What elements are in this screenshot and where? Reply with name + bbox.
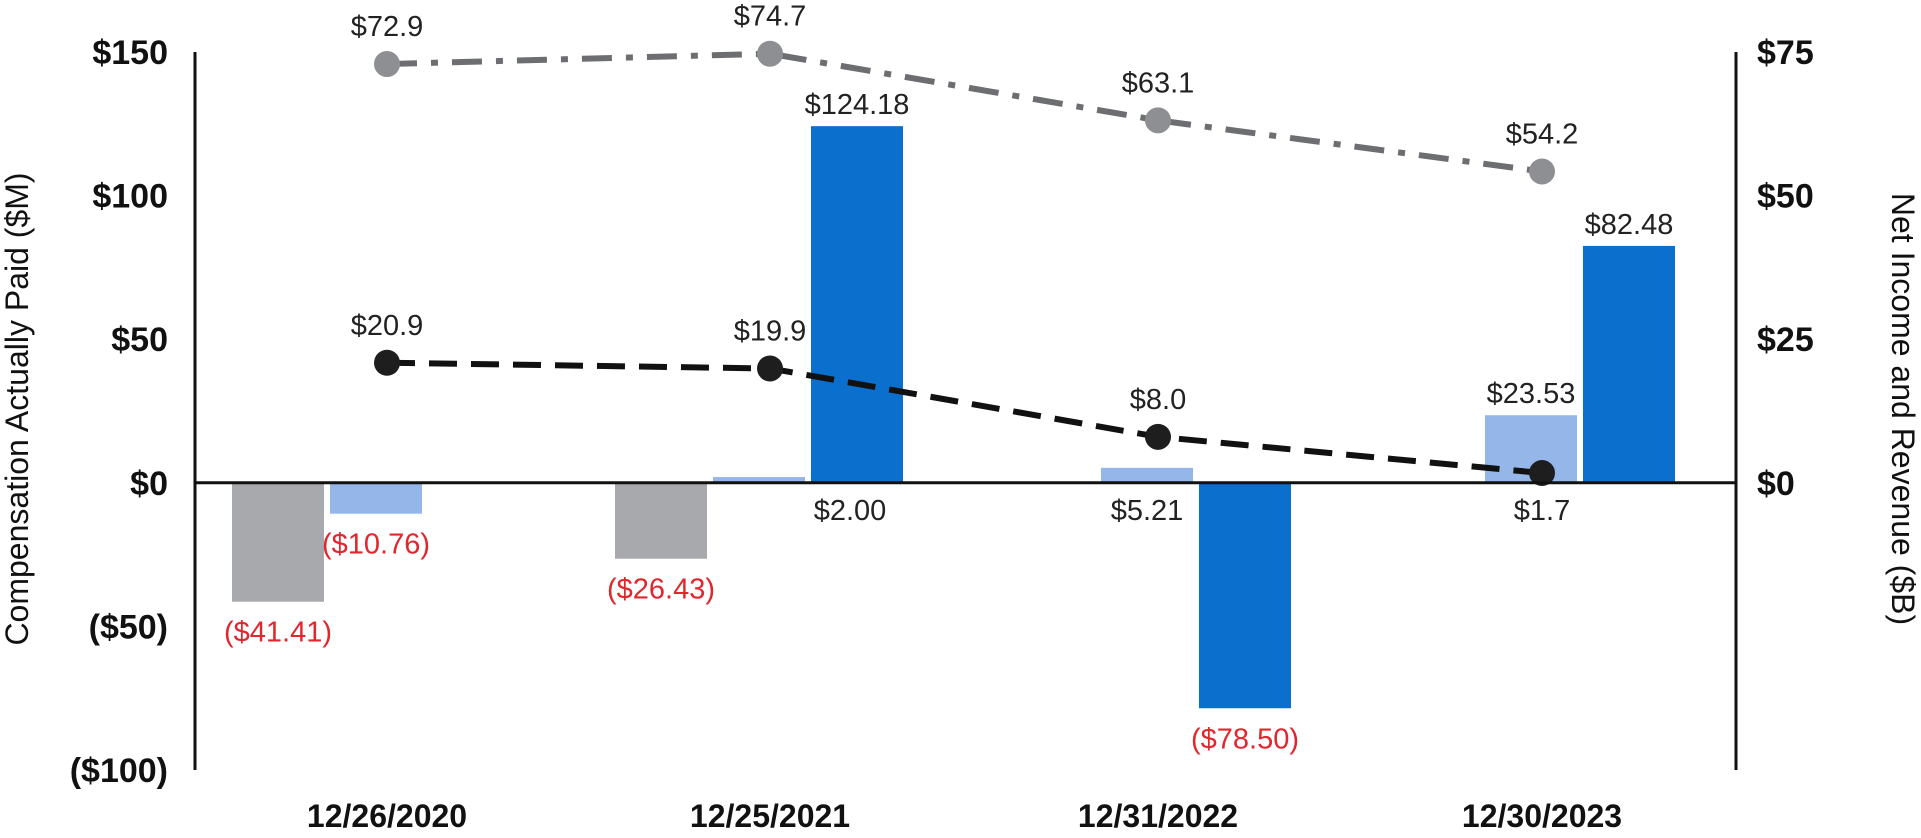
line-2-point-1 bbox=[757, 355, 783, 382]
axes-layer: $150 $100 $50 $0 ($50) ($100) $75 $50 $25 $0 12/26… bbox=[70, 34, 1814, 834]
bar-s3-3 bbox=[1583, 245, 1675, 483]
bar-label-s3-2: ($78.50) bbox=[1191, 723, 1299, 755]
line-1-point-3 bbox=[1529, 158, 1555, 185]
line-2-label-3: $1.7 bbox=[1514, 495, 1570, 527]
y-left-tick-2: $50 bbox=[111, 321, 168, 359]
line-1-point-1 bbox=[757, 40, 783, 67]
line-1-point-0 bbox=[374, 51, 400, 78]
y-right-tick-1: $50 bbox=[1757, 178, 1814, 216]
line-1-point-2 bbox=[1145, 107, 1171, 134]
y-axis-title-left: Compensation Actually Paid ($M) bbox=[0, 172, 35, 645]
y-axis-title-right: Net Income and Revenue ($B) bbox=[1885, 193, 1921, 625]
bar-s2-2 bbox=[1101, 467, 1193, 483]
line-1-label-0: $72.9 bbox=[351, 11, 424, 43]
line-2-point-0 bbox=[374, 349, 400, 376]
line-2-label-0: $20.9 bbox=[351, 310, 424, 342]
bar-label-s1-0: ($41.41) bbox=[224, 617, 332, 649]
line-1-label-3: $54.2 bbox=[1506, 118, 1579, 150]
bar-s1-0 bbox=[232, 482, 324, 602]
lines-layer bbox=[374, 40, 1555, 487]
y-right-tick-2: $25 bbox=[1757, 321, 1814, 359]
line-1-label-1: $74.7 bbox=[734, 1, 807, 33]
x-tick-0: 12/26/2020 bbox=[307, 798, 467, 834]
bar-label-s2-0: ($10.76) bbox=[322, 529, 430, 561]
bar-s2-0 bbox=[330, 482, 422, 514]
bar-s1-1 bbox=[615, 482, 707, 559]
bar-label-s1-1: ($26.43) bbox=[607, 574, 715, 606]
x-tick-2: 12/31/2022 bbox=[1078, 798, 1238, 834]
bar-label-s3-3: $82.48 bbox=[1585, 209, 1674, 241]
y-right-tick-0: $75 bbox=[1757, 34, 1814, 72]
line-2 bbox=[386, 359, 1543, 477]
line-1-label-2: $63.1 bbox=[1122, 67, 1195, 99]
bars-layer bbox=[232, 126, 1675, 709]
line-2-point-3 bbox=[1529, 460, 1555, 487]
line-1 bbox=[386, 50, 1543, 175]
bar-s3-2 bbox=[1199, 482, 1291, 709]
bar-s2-1 bbox=[713, 477, 805, 483]
y-left-tick-5: ($100) bbox=[70, 752, 168, 790]
x-tick-3: 12/30/2023 bbox=[1462, 798, 1622, 834]
y-left-tick-0: $150 bbox=[92, 34, 168, 72]
y-left-tick-3: $0 bbox=[130, 465, 168, 503]
bar-label-s2-3: $23.53 bbox=[1487, 378, 1576, 410]
bar-label-s2-1: $2.00 bbox=[814, 495, 887, 527]
y-left-tick-1: $100 bbox=[92, 178, 168, 216]
bar-label-s3-1: $124.18 bbox=[805, 89, 910, 121]
y-right-tick-3: $0 bbox=[1757, 465, 1795, 503]
y-left-tick-4: ($50) bbox=[89, 608, 168, 646]
bar-s3-1 bbox=[811, 126, 903, 483]
bar-label-s2-2: $5.21 bbox=[1111, 495, 1184, 527]
labels-layer: ($41.41) ($26.43) ($10.76) $2.00 $5.21 $23.53… bbox=[224, 1, 1673, 756]
line-2-label-2: $8.0 bbox=[1130, 384, 1186, 416]
x-tick-1: 12/25/2021 bbox=[690, 798, 850, 834]
line-2-label-1: $19.9 bbox=[734, 315, 807, 347]
line-2-point-2 bbox=[1145, 423, 1171, 450]
